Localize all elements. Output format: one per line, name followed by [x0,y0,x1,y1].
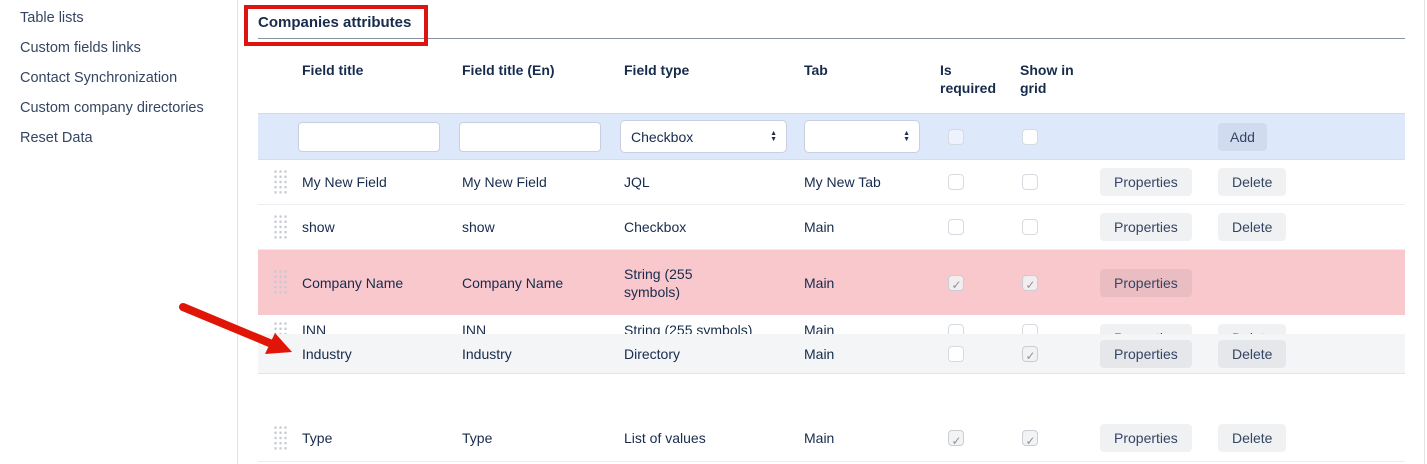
add-field-form-row: Checkbox ▲ ▼ ▲ ▼ Add [258,113,1405,160]
field-title-cell: Industry [302,345,352,362]
select-arrows-icon: ▲ ▼ [903,129,910,143]
properties-button[interactable]: Properties [1100,324,1192,334]
show-in-grid-checkbox[interactable] [1022,128,1038,145]
properties-button[interactable]: Properties [1100,339,1192,368]
title-divider [258,38,1405,39]
field-type-cell: JQL [624,174,650,190]
show-in-grid-checkbox [1022,430,1038,446]
field-type-select[interactable]: Checkbox ▲ ▼ [620,120,787,153]
table-row-my-new-field: My New Field My New Field JQL My New Tab… [258,160,1405,205]
field-title-cell: Type [302,430,333,446]
drag-handle-icon[interactable] [272,321,288,334]
sidebar: Table lists Custom fields links Contact … [0,0,237,464]
sidebar-divider [237,0,238,464]
drop-target-gap [258,374,1405,415]
show-in-grid-checkbox [1022,219,1038,235]
tab-cell: Main [804,322,835,334]
drag-handle-icon[interactable] [272,168,288,196]
field-type-cell: Directory [624,345,681,362]
field-title-en-cell: INN [462,322,487,334]
table-header-row: Field title Field title (En) Field type … [258,39,1405,113]
panel-right-border [1424,0,1425,464]
header-field-title-en: Field title (En) [462,62,555,78]
field-type-cell: List of values [624,430,706,446]
properties-button[interactable]: Properties [1100,168,1192,196]
header-field-type: Field type [624,62,690,78]
select-arrows-icon: ▲ ▼ [770,129,777,143]
delete-button[interactable]: Delete [1218,324,1287,334]
is-required-checkbox [948,430,964,446]
delete-button[interactable]: Delete [1218,339,1287,368]
delete-button[interactable]: Delete [1218,168,1287,196]
show-in-grid-checkbox [1022,324,1038,334]
is-required-checkbox[interactable] [948,128,964,145]
field-title-input[interactable] [298,121,440,152]
field-title-en-input[interactable] [459,121,601,152]
add-button[interactable]: Add [1218,122,1267,151]
is-required-checkbox [948,174,964,190]
sidebar-item-custom-company-directories[interactable]: Custom company directories [20,100,204,116]
field-type-cell: Checkbox [624,219,687,235]
drag-handle-icon[interactable] [272,424,288,452]
field-title-en-cell: show [462,219,495,235]
is-required-checkbox [948,274,964,291]
table-row-company-name: Company Name Company Name String (255 sy… [258,250,1405,315]
field-title-cell: INN [302,322,327,334]
delete-button[interactable]: Delete [1218,213,1287,241]
properties-button[interactable]: Properties [1100,213,1192,241]
field-type-cell: String (255 symbols) [624,322,753,334]
field-title-cell: My New Field [302,174,387,190]
properties-button[interactable]: Properties [1100,424,1192,452]
field-title-en-cell: Type [462,430,493,446]
tab-cell: Main [804,345,835,362]
sidebar-item-custom-fields-links[interactable]: Custom fields links [20,40,141,56]
table-row-type: Type Type List of values Main Properties… [258,415,1405,462]
header-field-title: Field title [302,62,364,78]
show-in-grid-checkbox [1022,274,1038,291]
show-in-grid-checkbox [1022,345,1038,362]
table-row-show: show show Checkbox Main Properties Delet… [258,205,1405,250]
tab-cell: Main [804,430,835,446]
header-tab: Tab [804,62,828,78]
main-content: Companies attributes Field title Field t… [244,0,1405,462]
sidebar-item-contact-synchronization[interactable]: Contact Synchronization [20,70,178,86]
field-title-cell: show [302,219,335,235]
field-title-en-cell: My New Field [462,174,547,190]
header-show-in-grid: Show in grid [1020,62,1074,96]
show-in-grid-checkbox [1022,174,1038,190]
tab-select[interactable]: ▲ ▼ [804,120,920,153]
page-title: Companies attributes [258,14,412,31]
is-required-checkbox [948,324,964,334]
tab-cell: Main [804,274,835,291]
table-row-industry-dragged[interactable]: Industry Industry Directory Main Propert… [258,334,1405,374]
is-required-checkbox [948,219,964,235]
field-title-cell: Company Name [302,274,404,291]
drag-handle-icon[interactable] [272,269,288,296]
delete-button[interactable]: Delete [1218,424,1287,452]
field-type-cell: String (255 symbols) [624,265,693,300]
header-is-required: Is required [940,62,997,96]
field-type-selected-value: Checkbox [631,128,694,145]
sidebar-item-table-lists[interactable]: Table lists [20,10,84,26]
table-row-inn-clipped: INN INN String (255 symbols) Main Proper… [258,315,1405,334]
is-required-checkbox [948,345,964,362]
table-row-inn: INN INN String (255 symbols) Main Proper… [258,315,1405,334]
tab-cell: My New Tab [804,174,881,190]
properties-button[interactable]: Properties [1100,268,1192,297]
drag-handle-icon[interactable] [272,213,288,241]
field-title-en-cell: Industry [462,345,512,362]
sidebar-item-reset-data[interactable]: Reset Data [20,130,93,146]
field-title-en-cell: Company Name [462,274,564,291]
tab-cell: Main [804,219,835,235]
